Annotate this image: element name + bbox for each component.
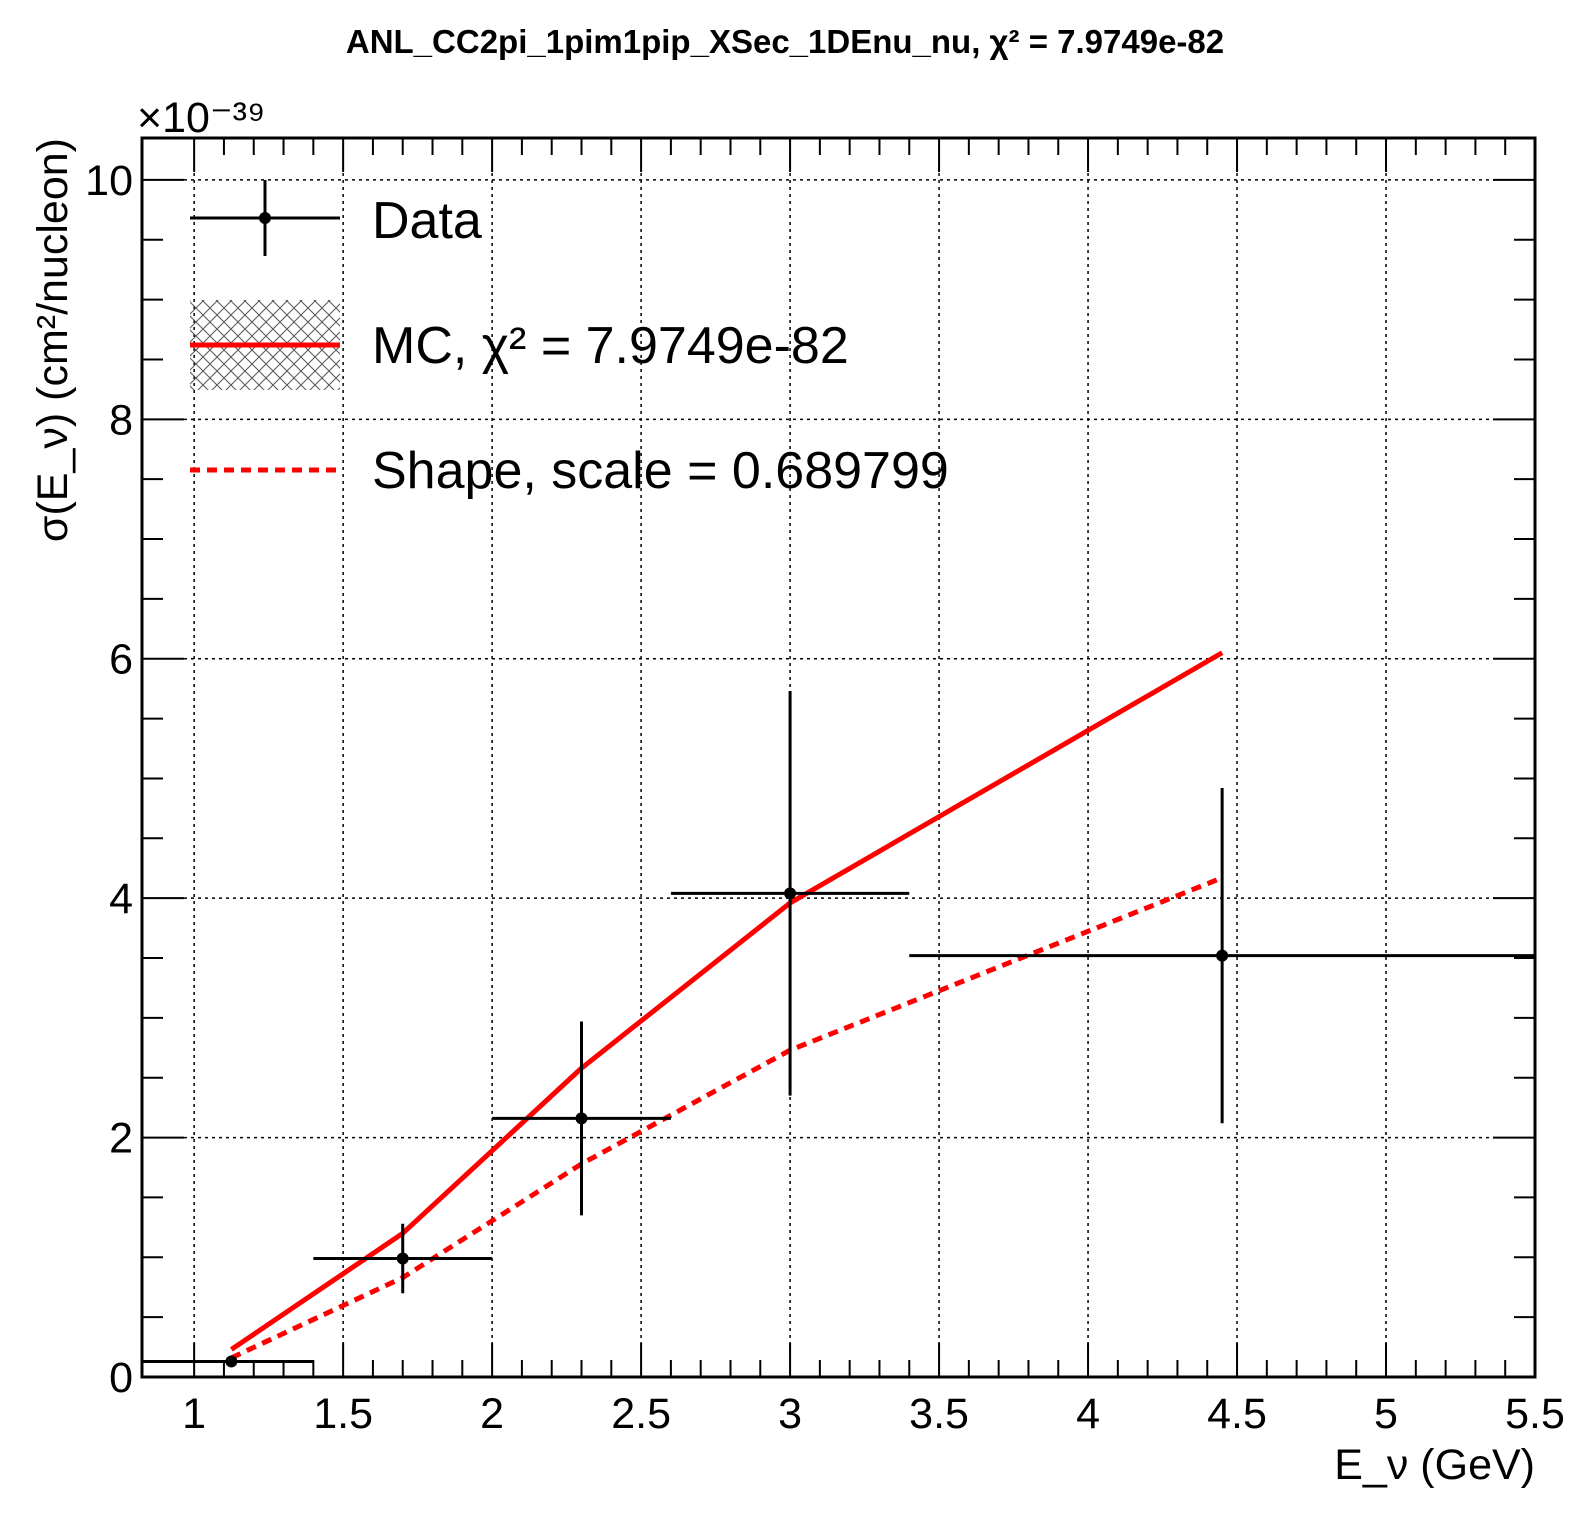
plot-frame	[140, 136, 1537, 1379]
data-point	[909, 788, 1535, 1124]
x-tick-label: 2.5	[611, 1390, 671, 1438]
legend-label-shape: Shape, scale = 0.689799	[372, 442, 949, 500]
y-tick-labels: 0 2 4 6 8 10	[85, 157, 133, 1402]
data-marker	[1216, 949, 1229, 962]
y-axis-multiplier: ×10⁻³⁹	[137, 94, 265, 142]
mc-line	[229, 650, 1224, 1352]
chart-title: ANL_CC2pi_1pim1pip_XSec_1DEnu_nu, χ² = 7…	[346, 23, 1224, 60]
x-tick-label: 2	[480, 1390, 504, 1438]
x-axis-title: E_ν (GeV)	[1334, 1441, 1535, 1489]
shape-line	[230, 875, 1224, 1361]
y-tick-label: 2	[109, 1115, 133, 1163]
legend-entry-shape: Shape, scale = 0.689799	[190, 442, 949, 500]
x-tick-label: 5	[1374, 1390, 1398, 1438]
legend: Data MC, χ² = 7.9749e-82 Shape, scale = 0.…	[190, 180, 949, 500]
x-tick-label: 1	[182, 1390, 206, 1438]
x-tick-label: 4.5	[1207, 1390, 1267, 1438]
legend-label-data: Data	[372, 192, 482, 250]
data-marker	[575, 1112, 588, 1125]
grid	[142, 138, 1535, 1377]
y-axis-title: σ(E_ν) (cm²/nucleon)	[29, 138, 77, 542]
data-marker	[225, 1355, 238, 1368]
data-point	[670, 691, 910, 1096]
data-point	[492, 1021, 671, 1216]
y-tick-label: 4	[109, 875, 133, 923]
data-point	[313, 1223, 493, 1294]
legend-entry-mc: MC, χ² = 7.9749e-82	[190, 300, 849, 390]
series-layer	[142, 650, 1535, 1368]
y-tick-label: 0	[109, 1354, 133, 1402]
x-tick-label: 4	[1076, 1390, 1100, 1438]
data-point	[142, 1355, 314, 1368]
x-tick-label: 3	[778, 1390, 802, 1438]
legend-label-mc: MC, χ² = 7.9749e-82	[372, 317, 849, 375]
x-tick-label: 1.5	[313, 1390, 373, 1438]
legend-entry-data: Data	[190, 180, 482, 256]
x-tick-label: 5.5	[1505, 1390, 1565, 1438]
y-tick-label: 6	[109, 636, 133, 684]
x-tick-label: 3.5	[909, 1390, 969, 1438]
data-marker	[396, 1252, 409, 1265]
data-marker	[784, 887, 797, 900]
legend-data-marker	[259, 212, 271, 224]
y-tick-label: 8	[109, 396, 133, 444]
y-tick-label: 10	[85, 157, 133, 205]
x-tick-labels: 1 1.5 2 2.5 3 3.5 4 4.5 5 5.5	[182, 1390, 1565, 1438]
